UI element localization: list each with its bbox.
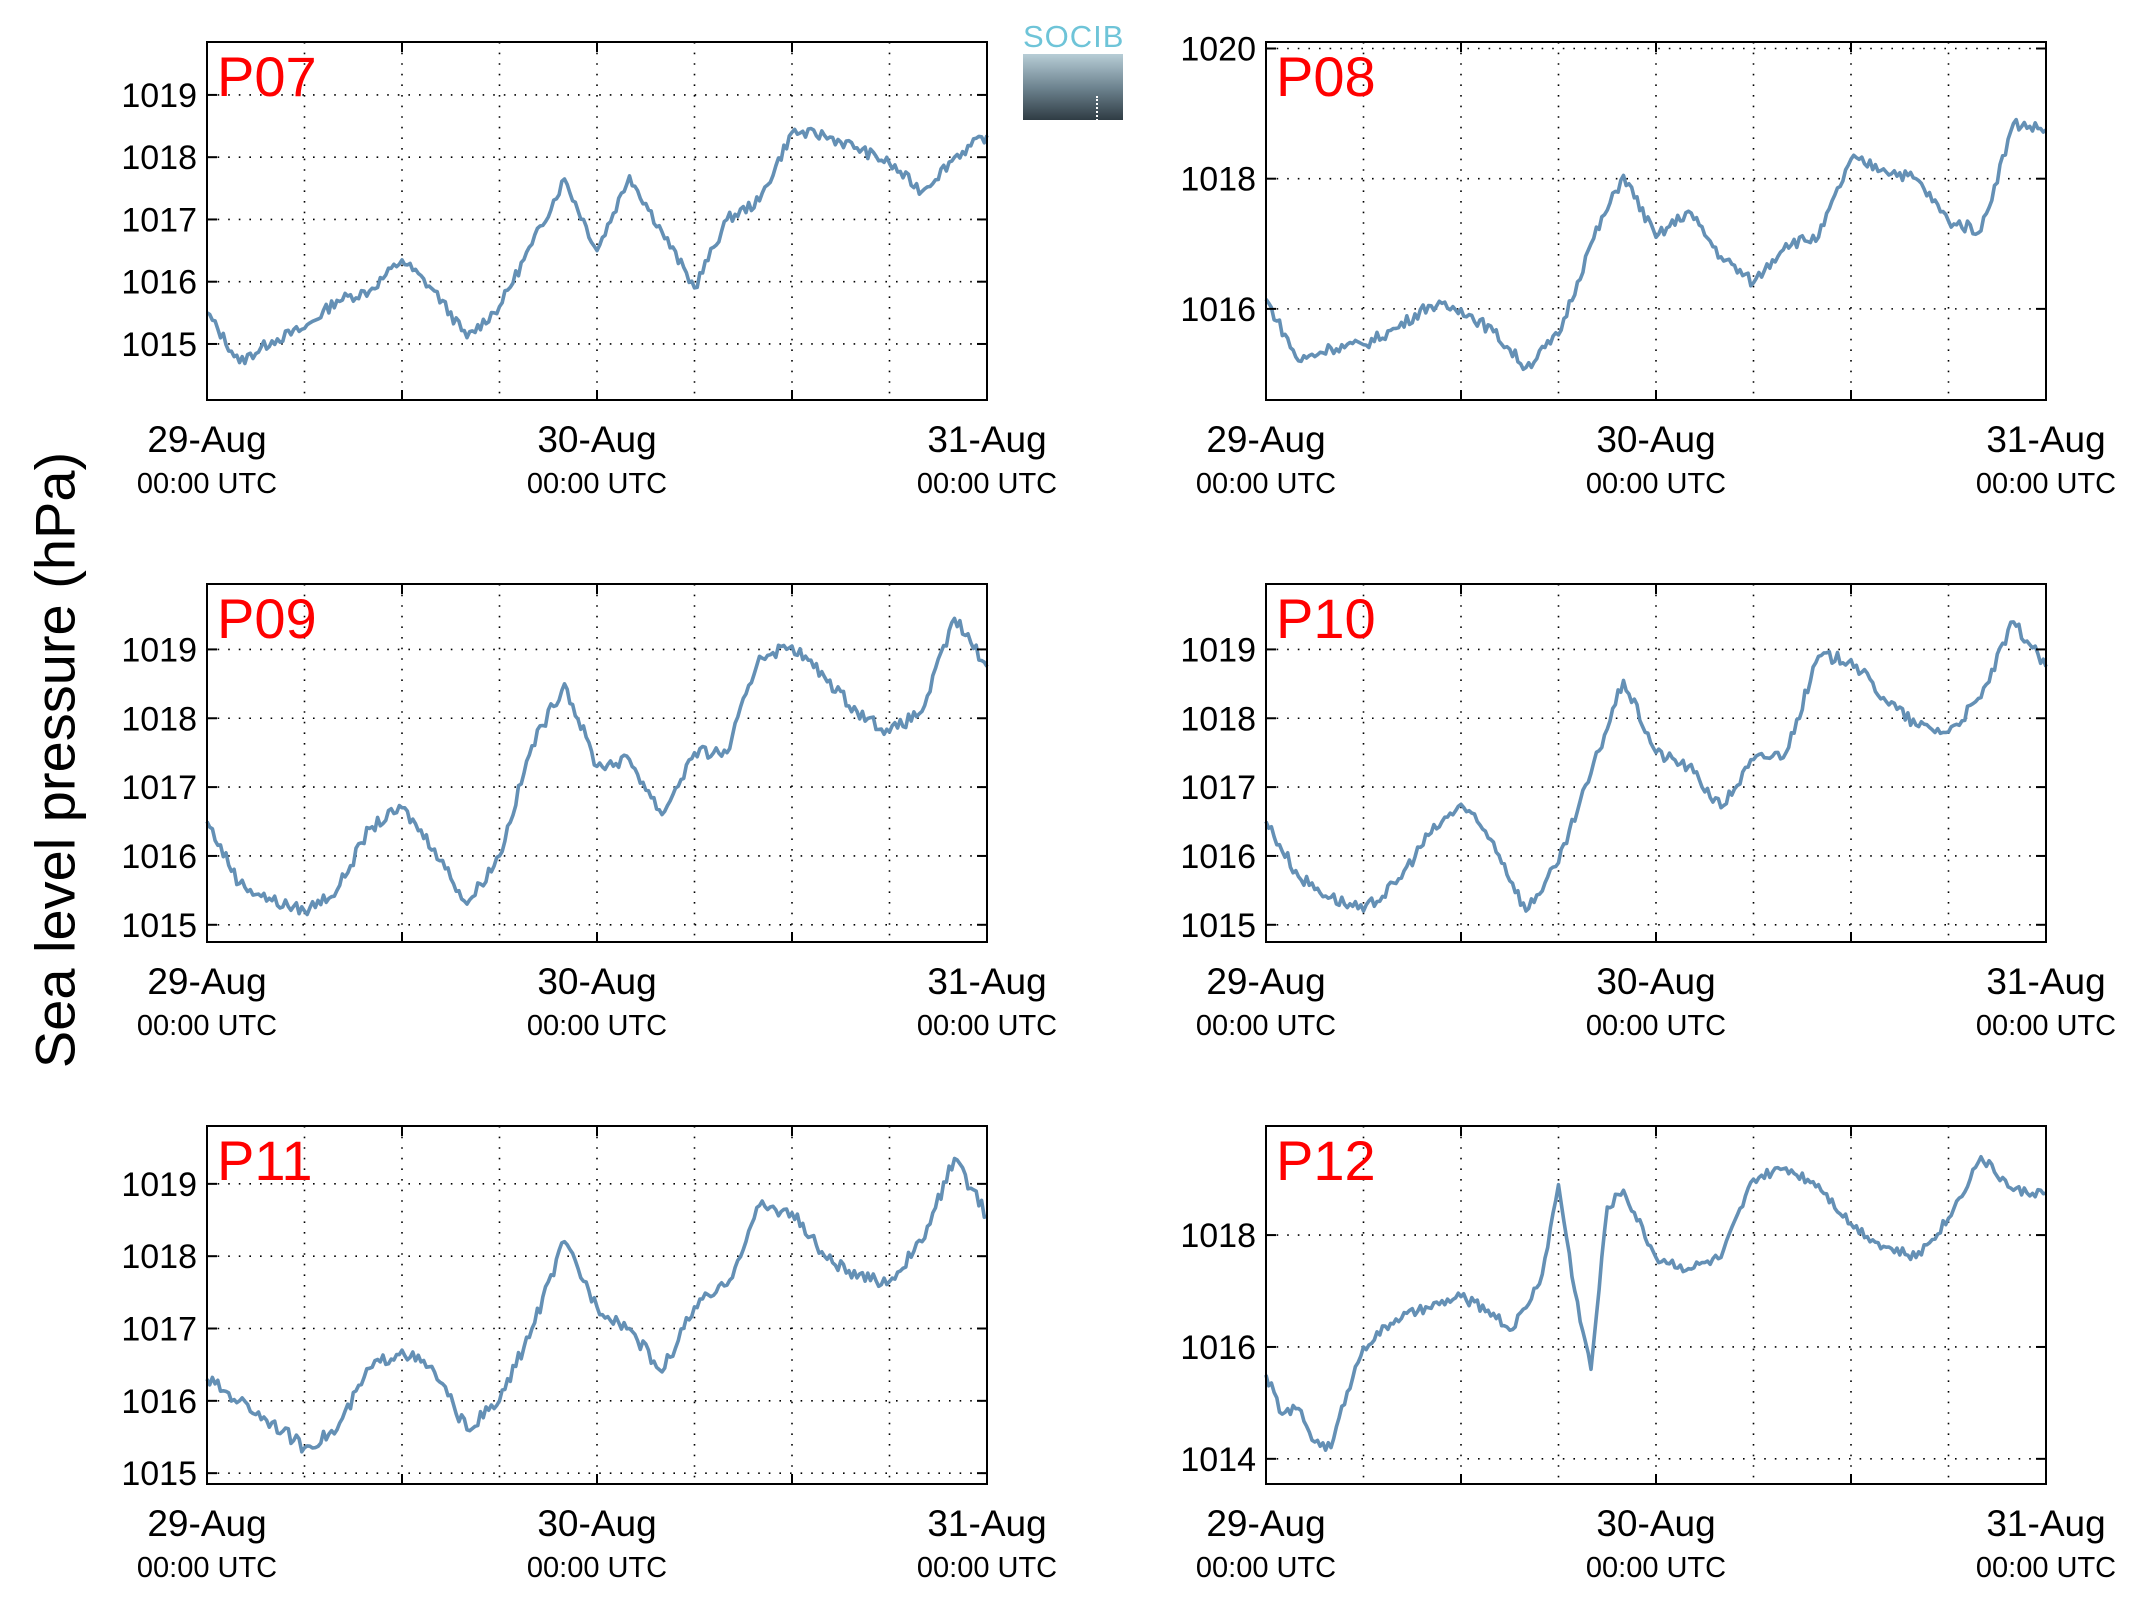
x-tick-label-time: 00:00 UTC — [137, 1552, 277, 1584]
y-tick-label: 1016 — [1180, 291, 1256, 329]
y-tick-label: 1016 — [121, 264, 197, 302]
x-tick-label-time: 00:00 UTC — [1196, 468, 1336, 500]
x-tick-label-date: 29-Aug — [1206, 961, 1325, 1002]
x-tick-label-date: 31-Aug — [1986, 419, 2105, 460]
x-tick-label-date: 29-Aug — [147, 419, 266, 460]
y-tick-label: 1016 — [121, 838, 197, 876]
y-axis-label: Sea level pressure (hPa) — [23, 451, 87, 1069]
x-tick-label-date: 30-Aug — [537, 961, 656, 1002]
y-tick-label: 1015 — [121, 326, 197, 364]
y-tick-label: 1018 — [121, 1238, 197, 1276]
panel-p11: 1015 1016 1017 1018 1019 29-Aug 00:00 UTC 30-Au… — [121, 1125, 1057, 1584]
x-tick-label-date: 30-Aug — [1596, 419, 1715, 460]
x-tick-label-time: 00:00 UTC — [137, 468, 277, 500]
x-tick-label-date: 31-Aug — [927, 419, 1046, 460]
y-tick-label: 1017 — [121, 201, 197, 239]
y-tick-label: 1020 — [1180, 31, 1256, 69]
x-tick-label-date: 31-Aug — [1986, 961, 2105, 1002]
y-tick-label: 1019 — [1180, 631, 1256, 669]
panel-p10: 1015 1016 1017 1018 1019 29-Aug 00:00 UTC 30-Au… — [1180, 583, 2116, 1042]
x-tick-label-time: 00:00 UTC — [1586, 1010, 1726, 1042]
y-tick-label: 1015 — [1180, 907, 1256, 945]
y-tick-label: 1018 — [1180, 1217, 1256, 1255]
y-tick-label: 1015 — [121, 1455, 197, 1493]
x-tick-label-date: 31-Aug — [927, 1503, 1046, 1544]
pressure-series-line — [205, 616, 989, 917]
y-tick-label: 1017 — [121, 1311, 197, 1349]
panel-label: P12 — [1276, 1129, 1376, 1192]
x-tick-label-time: 00:00 UTC — [527, 1010, 667, 1042]
pressure-series-line — [205, 1156, 988, 1454]
x-tick-label-time: 00:00 UTC — [917, 1552, 1057, 1584]
y-tick-label: 1016 — [1180, 1329, 1256, 1367]
x-tick-label-time: 00:00 UTC — [917, 1010, 1057, 1042]
panel-label: P10 — [1276, 587, 1376, 650]
y-tick-label: 1018 — [121, 700, 197, 738]
logo-text: SOCIB — [1023, 19, 1125, 54]
logo-dotted-line — [1096, 96, 1098, 140]
x-tick-label-time: 00:00 UTC — [527, 468, 667, 500]
y-tick-label: 1019 — [121, 77, 197, 115]
y-tick-label: 1019 — [121, 631, 197, 669]
x-tick-label-time: 00:00 UTC — [527, 1552, 667, 1584]
x-tick-label-time: 00:00 UTC — [1976, 1552, 2116, 1584]
x-tick-label-time: 00:00 UTC — [137, 1010, 277, 1042]
x-tick-label-time: 00:00 UTC — [1976, 468, 2116, 500]
x-tick-label-time: 00:00 UTC — [1196, 1010, 1336, 1042]
panel-label: P11 — [217, 1129, 312, 1192]
pressure-series-line — [1264, 620, 2048, 913]
x-tick-label-time: 00:00 UTC — [1976, 1010, 2116, 1042]
y-tick-label: 1018 — [1180, 700, 1256, 738]
x-tick-label-date: 29-Aug — [147, 1503, 266, 1544]
y-tick-label: 1016 — [1180, 838, 1256, 876]
panel-label: P08 — [1276, 45, 1376, 108]
y-tick-label: 1017 — [121, 769, 197, 807]
pressure-series-line — [206, 126, 989, 366]
y-tick-label: 1014 — [1180, 1441, 1256, 1479]
y-tick-label: 1018 — [1180, 161, 1256, 199]
y-tick-label: 1017 — [1180, 769, 1256, 807]
x-tick-label-time: 00:00 UTC — [1586, 1552, 1726, 1584]
x-tick-label-date: 31-Aug — [927, 961, 1046, 1002]
panel-label: P07 — [217, 45, 317, 108]
pressure-series-line — [1264, 117, 2048, 372]
panel-p09: 1015 1016 1017 1018 1019 29-Aug 00:00 UTC 30-Au… — [121, 583, 1057, 1042]
y-tick-label: 1018 — [121, 139, 197, 177]
panel-p07: 1015 1016 1017 1018 1019 29-Aug 00:00 UTC 30-Au… — [121, 41, 1057, 500]
y-tick-label: 1015 — [121, 907, 197, 945]
logo-graphic — [1023, 54, 1123, 140]
y-tick-label: 1016 — [121, 1383, 197, 1421]
x-tick-label-time: 00:00 UTC — [917, 468, 1057, 500]
x-tick-label-date: 31-Aug — [1986, 1503, 2105, 1544]
y-tick-label: 1019 — [121, 1166, 197, 1204]
pressure-series-line — [1264, 1155, 2047, 1452]
x-tick-label-time: 00:00 UTC — [1196, 1552, 1336, 1584]
x-tick-label-date: 30-Aug — [1596, 961, 1715, 1002]
x-tick-label-date: 29-Aug — [147, 961, 266, 1002]
x-tick-label-date: 30-Aug — [1596, 1503, 1715, 1544]
panel-p12: 1014 1016 1018 29-Aug 00:00 UTC 30-Aug 00:00 U… — [1180, 1125, 2116, 1584]
x-tick-label-date: 30-Aug — [537, 419, 656, 460]
x-tick-label-time: 00:00 UTC — [1586, 468, 1726, 500]
socib-logo: SOCIB — [1023, 19, 1125, 140]
x-tick-label-date: 29-Aug — [1206, 419, 1325, 460]
panel-label: P09 — [217, 587, 317, 650]
panel-p08: 1016 1018 1020 29-Aug 00:00 UTC 30-Aug 00:00 U… — [1180, 31, 2116, 500]
y-axis-label-container: Sea level pressure (hPa) — [0, 0, 110, 1608]
x-tick-label-date: 30-Aug — [537, 1503, 656, 1544]
x-tick-label-date: 29-Aug — [1206, 1503, 1325, 1544]
